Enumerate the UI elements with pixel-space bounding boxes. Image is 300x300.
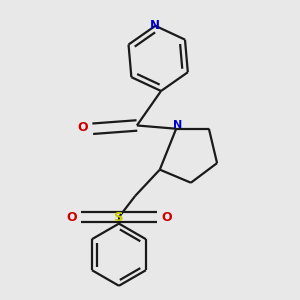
- Text: O: O: [66, 211, 77, 224]
- Text: O: O: [78, 121, 88, 134]
- Text: S: S: [114, 211, 124, 224]
- Text: N: N: [150, 19, 160, 32]
- Text: N: N: [173, 120, 182, 130]
- Text: O: O: [161, 211, 172, 224]
